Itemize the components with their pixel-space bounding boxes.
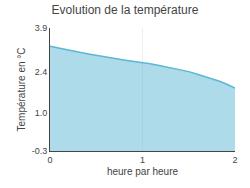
svg-text:0: 0 bbox=[47, 155, 52, 165]
svg-text:2.4: 2.4 bbox=[35, 67, 48, 77]
svg-text:1: 1 bbox=[140, 155, 145, 165]
svg-text:1.0: 1.0 bbox=[35, 108, 48, 118]
svg-text:-0.3: -0.3 bbox=[32, 146, 48, 156]
svg-text:Température en °C: Température en °C bbox=[16, 47, 27, 131]
svg-text:heure par heure: heure par heure bbox=[107, 166, 179, 177]
svg-text:2: 2 bbox=[232, 155, 237, 165]
svg-text:Evolution de la température: Evolution de la température bbox=[52, 3, 199, 17]
svg-text:3.9: 3.9 bbox=[35, 23, 48, 33]
